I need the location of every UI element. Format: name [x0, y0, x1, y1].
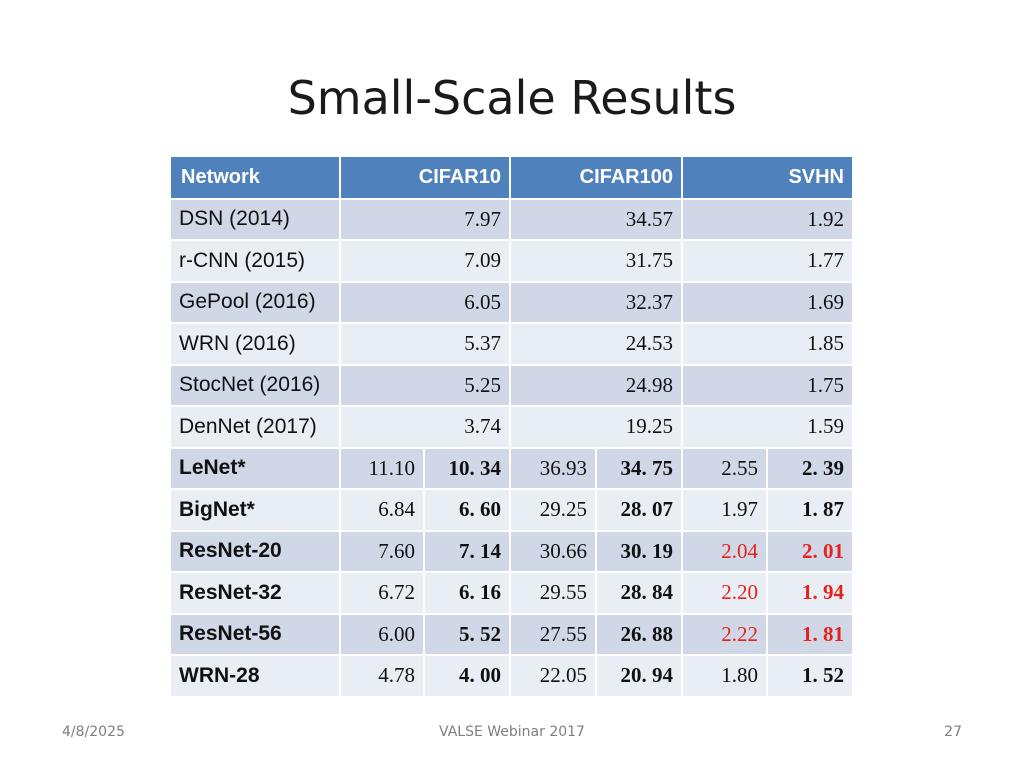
cifar100-value: 24.98 [510, 364, 683, 407]
table-row: BigNet* 6.84 6. 60 29.25 28. 07 1.97 1. … [171, 489, 855, 532]
table-row: ResNet-32 6.72 6. 16 29.55 28. 84 2.20 1… [171, 572, 855, 615]
header-cifar10: CIFAR10 [340, 157, 511, 200]
network-name: ResNet-56 [171, 613, 341, 656]
header-cifar100: CIFAR100 [510, 157, 683, 200]
network-name: GePool (2016) [171, 281, 341, 324]
svhn-baseline-value: 1.80 [682, 655, 768, 698]
slide-title: Small-Scale Results [287, 71, 737, 125]
network-name: WRN (2016) [171, 323, 341, 366]
svhn-value: 1.69 [682, 281, 855, 324]
cifar10-value: 5.37 [340, 323, 511, 366]
cifar10-value: 7.97 [340, 198, 511, 241]
svhn-value: 1.75 [682, 364, 855, 407]
table-row: GePool (2016) 6.05 32.37 1.69 [171, 281, 855, 324]
cifar100-baseline-value: 29.25 [510, 489, 597, 532]
cifar10-value: 7.09 [340, 240, 511, 283]
svhn-baseline-value: 2.55 [682, 447, 768, 490]
cifar10-baseline-value: 11.10 [340, 447, 425, 490]
cifar100-improved-value: 28. 84 [596, 572, 683, 615]
svhn-improved-value: 1. 81 [767, 613, 855, 656]
cifar10-improved-value: 5. 52 [424, 613, 511, 656]
cifar100-value: 24.53 [510, 323, 683, 366]
cifar10-improved-value: 4. 00 [424, 655, 511, 698]
cifar100-baseline-value: 29.55 [510, 572, 597, 615]
table-row: ResNet-20 7.60 7. 14 30.66 30. 19 2.04 2… [171, 530, 855, 573]
cifar100-improved-value: 28. 07 [596, 489, 683, 532]
cifar10-baseline-value: 6.00 [340, 613, 425, 656]
network-name: DenNet (2017) [171, 406, 341, 449]
network-name: ResNet-20 [171, 530, 341, 573]
network-name: ResNet-32 [171, 572, 341, 615]
page-number: 27 [944, 724, 962, 740]
cifar10-value: 5.25 [340, 364, 511, 407]
cifar100-improved-value: 20. 94 [596, 655, 683, 698]
table-row: LeNet* 11.10 10. 34 36.93 34. 75 2.55 2.… [171, 447, 855, 490]
table-row: WRN-28 4.78 4. 00 22.05 20. 94 1.80 1. 5… [171, 655, 855, 698]
cifar100-improved-value: 30. 19 [596, 530, 683, 573]
svhn-value: 1.77 [682, 240, 855, 283]
cifar10-improved-value: 6. 60 [424, 489, 511, 532]
cifar100-value: 31.75 [510, 240, 683, 283]
cifar100-value: 19.25 [510, 406, 683, 449]
network-name: WRN-28 [171, 655, 341, 698]
svhn-improved-value: 1. 94 [767, 572, 855, 615]
cifar10-baseline-value: 4.78 [340, 655, 425, 698]
svhn-baseline-value: 2.22 [682, 613, 768, 656]
svhn-value: 1.59 [682, 406, 855, 449]
cifar100-baseline-value: 27.55 [510, 613, 597, 656]
cifar10-improved-value: 10. 34 [424, 447, 511, 490]
cifar10-baseline-value: 6.84 [340, 489, 425, 532]
header-svhn: SVHN [682, 157, 855, 200]
cifar100-baseline-value: 30.66 [510, 530, 597, 573]
footer-event: VALSE Webinar 2017 [439, 724, 585, 740]
cifar100-improved-value: 34. 75 [596, 447, 683, 490]
svhn-improved-value: 2. 01 [767, 530, 855, 573]
network-name: LeNet* [171, 447, 341, 490]
table-row: ResNet-56 6.00 5. 52 27.55 26. 88 2.22 1… [171, 613, 855, 656]
header-network: Network [171, 157, 341, 200]
svhn-baseline-value: 2.04 [682, 530, 768, 573]
svhn-improved-value: 1. 52 [767, 655, 855, 698]
table-row: WRN (2016) 5.37 24.53 1.85 [171, 323, 855, 366]
cifar100-baseline-value: 22.05 [510, 655, 597, 698]
cifar100-value: 34.57 [510, 198, 683, 241]
cifar10-improved-value: 6. 16 [424, 572, 511, 615]
svhn-improved-value: 1. 87 [767, 489, 855, 532]
network-name: r-CNN (2015) [171, 240, 341, 283]
svhn-baseline-value: 2.20 [682, 572, 768, 615]
network-name: BigNet* [171, 489, 341, 532]
table-row: r-CNN (2015) 7.09 31.75 1.77 [171, 240, 855, 283]
cifar10-value: 3.74 [340, 406, 511, 449]
table-header-row: Network CIFAR10 CIFAR100 SVHN [171, 157, 855, 200]
svhn-value: 1.85 [682, 323, 855, 366]
table-row: StocNet (2016) 5.25 24.98 1.75 [171, 364, 855, 407]
network-name: StocNet (2016) [171, 364, 341, 407]
footer-date: 4/8/2025 [62, 724, 125, 740]
svhn-improved-value: 2. 39 [767, 447, 855, 490]
network-name: DSN (2014) [171, 198, 341, 241]
svhn-baseline-value: 1.97 [682, 489, 768, 532]
table-row: DenNet (2017) 3.74 19.25 1.59 [171, 406, 855, 449]
cifar10-value: 6.05 [340, 281, 511, 324]
results-table: Network CIFAR10 CIFAR100 SVHN DSN (2014)… [171, 157, 855, 698]
table-row: DSN (2014) 7.97 34.57 1.92 [171, 198, 855, 241]
svhn-value: 1.92 [682, 198, 855, 241]
cifar10-baseline-value: 7.60 [340, 530, 425, 573]
cifar100-value: 32.37 [510, 281, 683, 324]
cifar10-improved-value: 7. 14 [424, 530, 511, 573]
cifar10-baseline-value: 6.72 [340, 572, 425, 615]
cifar100-baseline-value: 36.93 [510, 447, 597, 490]
cifar100-improved-value: 26. 88 [596, 613, 683, 656]
